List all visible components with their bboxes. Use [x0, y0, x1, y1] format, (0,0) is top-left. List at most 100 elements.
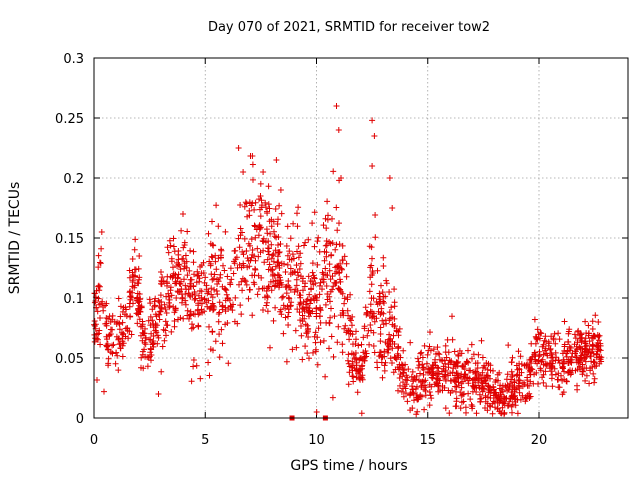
data-point — [159, 343, 166, 350]
data-point — [362, 304, 369, 311]
data-point — [565, 339, 572, 345]
data-point — [294, 269, 301, 276]
data-point — [369, 163, 376, 169]
data-point — [479, 354, 486, 361]
data-point — [299, 356, 306, 363]
data-point — [264, 294, 271, 301]
data-point — [574, 366, 581, 373]
data-point — [336, 276, 343, 283]
data-point — [514, 410, 521, 417]
data-point — [349, 367, 356, 374]
data-point — [95, 283, 102, 290]
data-point — [583, 372, 590, 379]
data-point — [165, 249, 172, 256]
data-point — [453, 384, 460, 390]
data-point — [181, 263, 188, 270]
data-point — [421, 386, 427, 393]
data-point — [252, 223, 259, 230]
data-point — [399, 362, 406, 369]
data-point — [412, 385, 419, 392]
data-point — [317, 339, 324, 346]
data-point — [187, 276, 194, 283]
data-point — [386, 309, 393, 316]
data-point — [548, 375, 555, 382]
data-point — [179, 294, 186, 301]
data-point — [127, 313, 134, 320]
data-point — [177, 281, 184, 287]
data-point — [535, 357, 542, 364]
data-point — [384, 340, 391, 347]
data-point — [495, 377, 501, 384]
data-point — [579, 368, 586, 375]
data-point — [513, 362, 520, 369]
data-point — [200, 270, 207, 276]
data-point — [429, 370, 436, 377]
data-point — [516, 377, 523, 384]
data-point — [239, 275, 246, 282]
data-point — [331, 279, 338, 286]
data-point — [377, 331, 384, 337]
data-point — [294, 223, 301, 230]
data-point — [267, 344, 273, 351]
data-point — [139, 337, 146, 344]
data-point — [361, 325, 368, 332]
data-point — [442, 342, 449, 349]
data-point — [312, 329, 319, 336]
data-point — [405, 366, 412, 373]
data-point — [302, 280, 309, 287]
data-point — [176, 262, 183, 268]
data-point — [264, 210, 271, 217]
data-point — [367, 274, 374, 281]
data-point — [267, 230, 274, 237]
data-point — [268, 216, 275, 223]
data-point — [105, 315, 112, 322]
data-point — [372, 234, 379, 241]
data-point — [488, 387, 495, 394]
data-point — [341, 325, 348, 332]
data-point — [377, 298, 384, 305]
data-point — [257, 213, 264, 220]
data-point — [589, 364, 596, 370]
data-point — [270, 317, 277, 324]
data-point — [339, 257, 346, 264]
data-point — [116, 326, 123, 333]
data-point — [207, 305, 214, 312]
data-point — [188, 325, 195, 332]
data-point — [309, 220, 316, 227]
data-point — [458, 350, 465, 357]
data-point — [268, 241, 275, 248]
data-point — [370, 343, 377, 349]
data-point — [571, 331, 578, 338]
data-point — [540, 379, 547, 386]
data-point — [315, 325, 322, 332]
data-point — [301, 242, 307, 249]
data-point — [202, 274, 209, 281]
data-point — [499, 404, 506, 411]
data-point — [275, 259, 282, 266]
data-point — [329, 394, 336, 401]
data-point — [548, 351, 555, 358]
data-point — [508, 376, 514, 383]
data-point — [163, 310, 170, 316]
data-point — [538, 330, 545, 337]
data-point — [313, 297, 320, 304]
data-point — [544, 361, 551, 368]
data-point — [410, 390, 417, 397]
data-point — [455, 358, 462, 365]
data-point — [416, 362, 423, 369]
data-point — [182, 301, 189, 308]
data-point — [344, 307, 351, 314]
data-point — [242, 278, 249, 285]
data-point — [200, 259, 207, 266]
data-point — [250, 176, 256, 183]
data-point — [415, 358, 422, 365]
data-point — [156, 303, 163, 310]
data-point — [328, 305, 334, 312]
data-point — [509, 401, 516, 408]
data-point — [276, 202, 283, 209]
data-point — [144, 363, 151, 370]
data-point — [345, 351, 352, 358]
data-point — [180, 315, 187, 322]
data-point — [540, 371, 547, 378]
data-point — [590, 332, 597, 339]
